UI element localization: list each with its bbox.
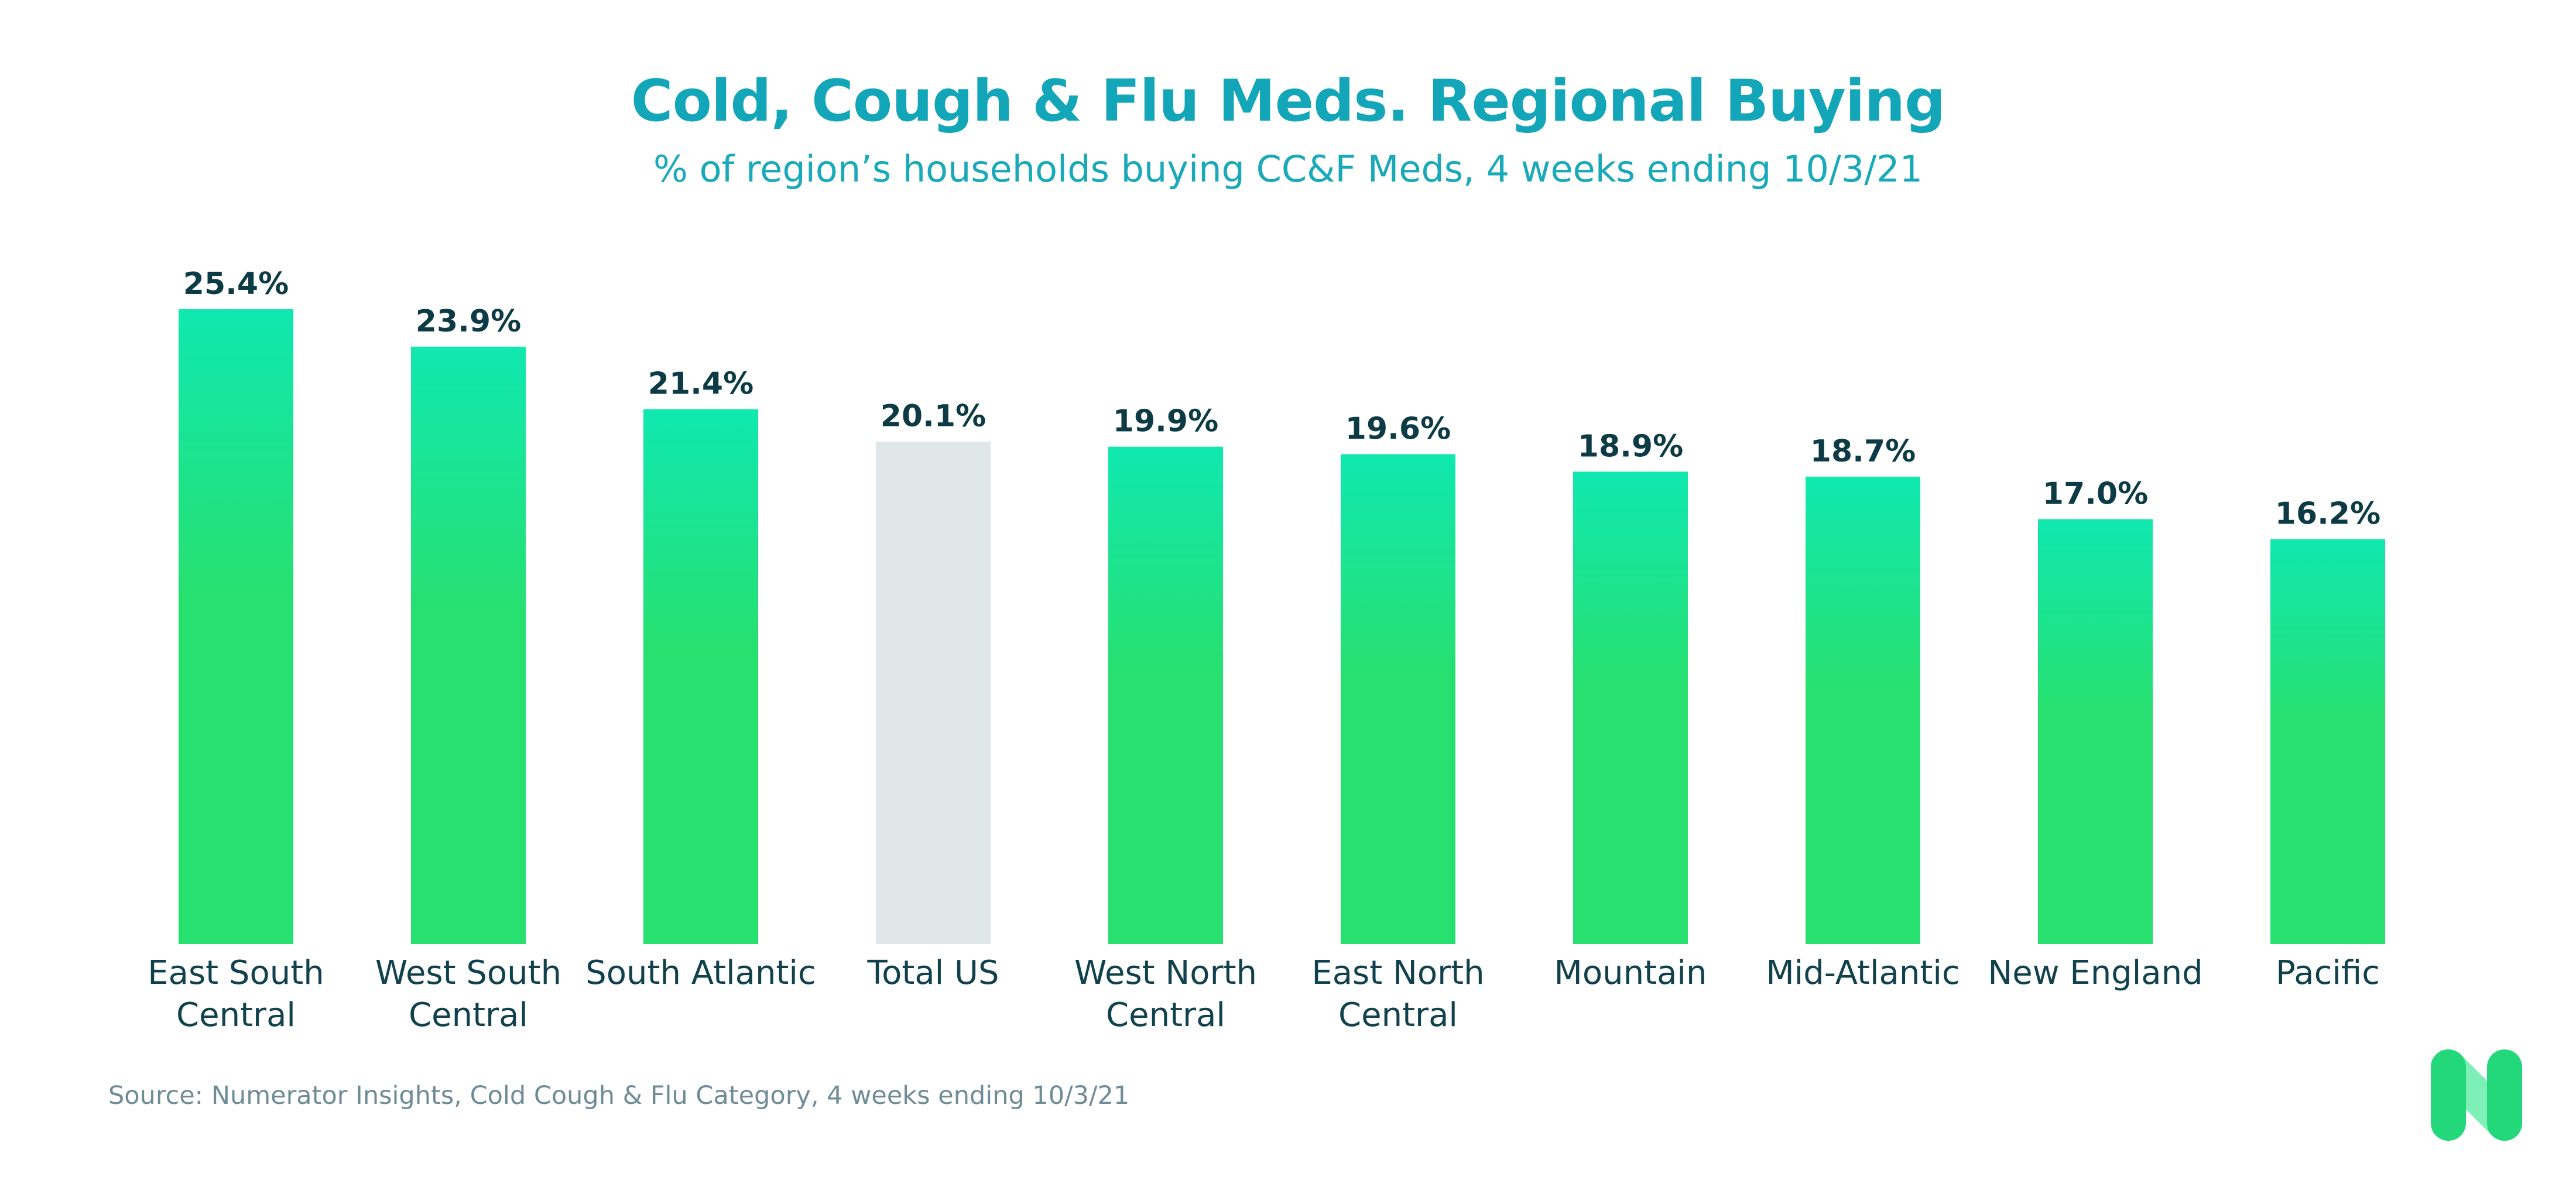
bar-pacific <box>2270 539 2385 944</box>
category-label-new-england: New England <box>1988 954 2202 992</box>
chart-title: Cold, Cough & Flu Meds. Regional Buying <box>631 68 1946 135</box>
category-label-south-atlantic: South Atlantic <box>585 954 816 992</box>
category-label-west-north-central-line-2: Central <box>1106 996 1225 1034</box>
category-labels-group: East South Central West South Central South … <box>148 954 2380 1034</box>
category-label-pacific: Pacific <box>2276 954 2380 992</box>
category-label-east-south-central-line-1: East South <box>148 954 324 992</box>
bars-group <box>179 309 2385 944</box>
category-label-east-south-central-line-2: Central <box>176 996 296 1034</box>
value-labels-group: 25.4% 23.9% 21.4% 20.1% 19.9% 19.6% 18.9% 18.7%… <box>183 266 2380 532</box>
value-label-east-north-central: 19.6% <box>1345 412 1451 447</box>
bar-east-south-central <box>179 309 293 944</box>
value-label-west-south-central: 23.9% <box>416 304 521 339</box>
category-label-west-north-central-line-1: West North <box>1074 954 1257 992</box>
category-label-east-north-central-line-1: East North <box>1311 954 1484 992</box>
bar-west-north-central <box>1108 446 1223 944</box>
chart-subtitle: % of region’s households buying CC&F Med… <box>653 148 1923 190</box>
value-label-west-north-central: 19.9% <box>1113 404 1218 439</box>
category-label-east-north-central-line-2: Central <box>1338 996 1458 1034</box>
numerator-n-logo-icon <box>2431 1049 2522 1141</box>
category-label-west-south-central-line-2: Central <box>409 996 528 1034</box>
value-label-pacific: 16.2% <box>2275 497 2380 532</box>
source-note: Source: Numerator Insights, Cold Cough &… <box>108 1081 1130 1110</box>
value-label-total-us: 20.1% <box>881 399 986 434</box>
value-label-mid-atlantic: 18.7% <box>1810 434 1916 469</box>
category-label-mid-atlantic: Mid-Atlantic <box>1766 954 1960 992</box>
value-label-new-england: 17.0% <box>2043 476 2148 511</box>
bar-new-england <box>2038 519 2153 944</box>
value-label-south-atlantic: 21.4% <box>648 367 753 402</box>
value-label-east-south-central: 25.4% <box>183 266 289 302</box>
value-label-mountain: 18.9% <box>1578 429 1683 464</box>
bar-total-us <box>876 442 991 944</box>
bar-mid-atlantic <box>1806 476 1920 944</box>
bar-east-north-central <box>1341 454 1455 944</box>
category-label-total-us: Total US <box>866 954 999 992</box>
category-label-mountain: Mountain <box>1554 954 1707 992</box>
bar-south-atlantic <box>643 409 758 944</box>
bar-mountain <box>1573 471 1688 944</box>
bar-chart: 25.4% 23.9% 21.4% 20.1% 19.9% 19.6% 18.9% 18.7%… <box>148 266 2385 1034</box>
category-label-west-south-central-line-1: West South <box>375 954 561 992</box>
bar-west-south-central <box>411 347 526 944</box>
